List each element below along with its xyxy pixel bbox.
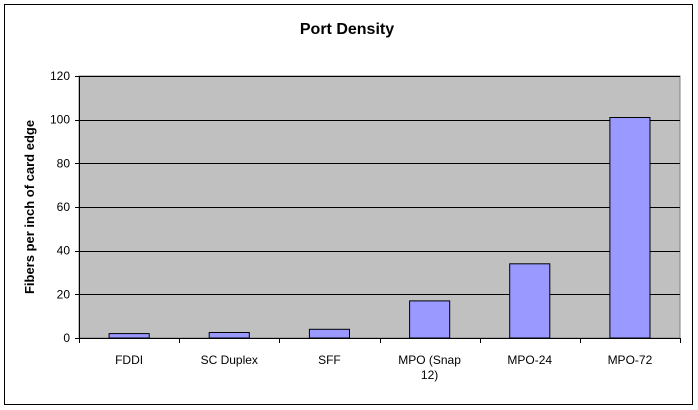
bar xyxy=(509,263,551,339)
bar xyxy=(609,117,651,339)
bar xyxy=(208,332,250,339)
y-tick-label: 40 xyxy=(57,244,71,258)
y-tick-label: 20 xyxy=(57,287,71,301)
x-tick-label: MPO-72 xyxy=(608,353,653,367)
y-tick-label: 0 xyxy=(63,331,70,345)
x-tick-label: SC Duplex xyxy=(201,353,258,367)
bars xyxy=(108,117,651,339)
chart-title: Port Density xyxy=(300,21,394,38)
x-tick-label: SFF xyxy=(318,353,341,367)
bar xyxy=(108,333,150,339)
axes xyxy=(75,76,681,343)
y-tick-label: 100 xyxy=(50,113,70,127)
x-tick-labels: FDDI SC Duplex SFF MPO (Snap 12) MPO-24 MPO-72 xyxy=(115,353,652,382)
x-tick-label: FDDI xyxy=(115,353,143,367)
y-tick-label: 120 xyxy=(50,69,70,83)
y-tick-label: 60 xyxy=(57,200,71,214)
gridlines xyxy=(79,76,680,295)
x-tick-label: MPO (Snap 12) xyxy=(398,353,461,382)
y-tick-label: 80 xyxy=(57,156,71,170)
bar xyxy=(409,300,451,339)
x-tick-label: MPO-24 xyxy=(507,353,552,367)
y-tick-labels: 0 20 40 60 80 100 120 xyxy=(50,69,70,345)
bar xyxy=(308,328,350,339)
y-axis-label: Fibers per inch of card edge xyxy=(22,120,37,294)
